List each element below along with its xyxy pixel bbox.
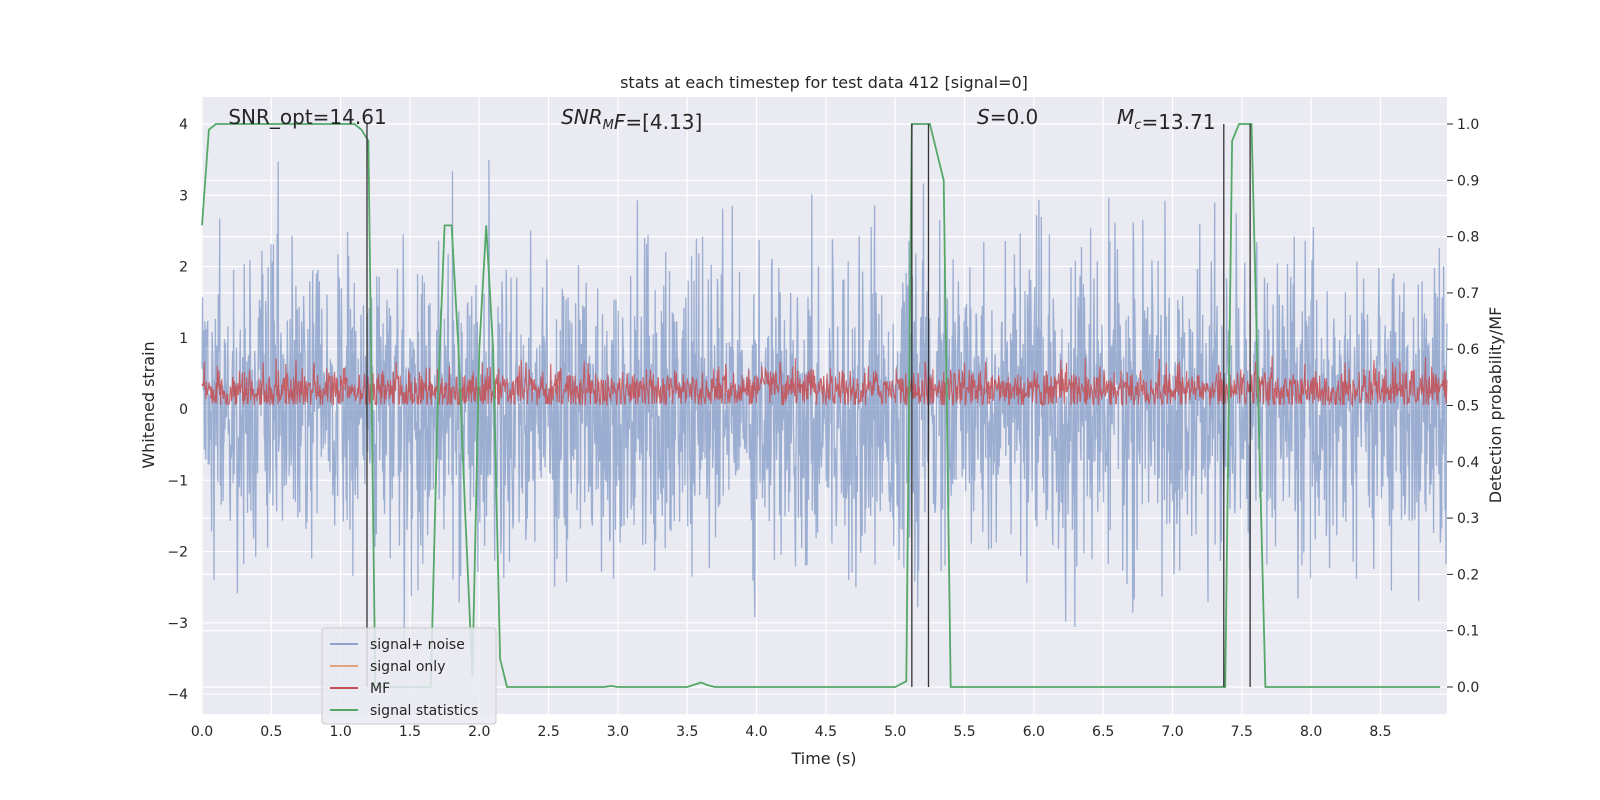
y-tick-label: −1: [167, 473, 188, 489]
x-tick-label: 5.0: [884, 724, 906, 740]
x-tick-label: 1.5: [399, 724, 421, 740]
x-tick-label: 3.0: [607, 724, 629, 740]
x-tick-label: 8.5: [1369, 724, 1391, 740]
y2-tick-label: 0.3: [1457, 511, 1479, 527]
y-tick-label: −4: [167, 687, 188, 703]
y2-tick-label: 0.1: [1457, 624, 1479, 640]
x-tick-label: 1.0: [330, 724, 352, 740]
y-tick-label: 0: [179, 402, 188, 418]
y2-tick-label: 0.6: [1457, 342, 1479, 358]
line-mf: [201, 356, 1448, 408]
y2-axis-label: Detection probability/MF: [1486, 307, 1505, 504]
y2-tick-label: 0.9: [1457, 173, 1479, 189]
y-tick-label: 2: [179, 260, 188, 276]
series-mf: [201, 356, 1448, 408]
annotation-snr_mf: SNRMF=[4.13]: [561, 105, 702, 134]
x-tick-label: 5.5: [953, 724, 975, 740]
y2-tick-label: 0.0: [1457, 680, 1479, 696]
x-tick-label: 3.5: [676, 724, 698, 740]
x-axis-label: Time (s): [790, 749, 856, 768]
x-tick-label: 0.0: [191, 724, 213, 740]
series-signal-noise: [201, 159, 1448, 641]
y-tick-label: −3: [167, 616, 188, 632]
vertical-markers: [366, 124, 1251, 687]
annotation-snr_opt: SNR_opt=14.61: [228, 105, 386, 129]
x-tick-label: 0.5: [260, 724, 282, 740]
y2-tick-label: 0.2: [1457, 567, 1479, 583]
x-tick-label: 8.0: [1300, 724, 1322, 740]
line-signal-noise: [201, 159, 1448, 641]
x-tick-label: 4.0: [745, 724, 767, 740]
y2-tick-label: 0.7: [1457, 286, 1479, 302]
y2-tick-label: 1.0: [1457, 117, 1479, 133]
y-tick-label: 1: [179, 331, 188, 347]
annotations: SNR_opt=14.61 SNRMF=[4.13] S=0.0 Mc=13.71: [228, 105, 1215, 134]
y-tick-label: 3: [179, 188, 188, 204]
y2-tick-label: 0.8: [1457, 230, 1479, 246]
x-tick-label: 2.5: [537, 724, 559, 740]
y2-tick-label: 0.4: [1457, 455, 1479, 471]
annotation-s: S=0.0: [977, 105, 1038, 129]
legend-label: signal statistics: [370, 703, 478, 719]
y2-axis-ticks: 1.0 0.9 0.8 0.7 0.6 0.5 0.4 0.3 0.2 0.1 0.0: [1447, 117, 1479, 696]
legend-label: MF: [370, 681, 390, 697]
x-tick-label: 7.0: [1161, 724, 1183, 740]
legend: signal+ noise signal only MF signal statist…: [321, 627, 497, 725]
grid: [201, 97, 1447, 714]
legend-label: signal+ noise: [370, 637, 465, 653]
annotation-mc: Mc=13.71: [1117, 105, 1215, 134]
y-tick-label: 4: [179, 117, 188, 133]
y2-tick-label: 0.5: [1457, 399, 1479, 415]
x-tick-label: 4.5: [815, 724, 837, 740]
legend-box: [321, 627, 497, 725]
chart-title: stats at each timestep for test data 412…: [620, 73, 1028, 92]
y-axis-ticks: 4 3 2 1 0 −1 −2 −3 −4: [167, 117, 188, 703]
legend-label: signal only: [370, 659, 445, 675]
y-tick-label: −2: [167, 545, 188, 561]
x-tick-label: 2.0: [468, 724, 490, 740]
x-tick-label: 6.0: [1023, 724, 1045, 740]
x-tick-label: 6.5: [1092, 724, 1114, 740]
x-axis-ticks: 0.0 0.5 1.0 1.5 2.0 2.5 3.0 3.5 4.0 4.5 5.0 5.5 6.0 6…: [191, 724, 1392, 740]
y-axis-label: Whitened strain: [139, 341, 158, 468]
x-tick-label: 7.5: [1231, 724, 1253, 740]
